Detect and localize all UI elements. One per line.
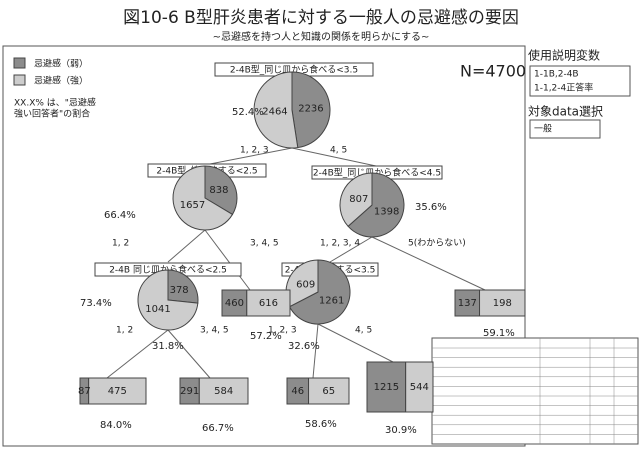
side-var: 1-1,2-4正答率 [534,82,593,94]
leaf-strong-value: 584 [214,386,233,397]
leaf-weak [366,361,407,413]
pie-strong-value: 1657 [180,200,205,211]
node-percent: 52.4% [232,107,264,118]
branch-label: 1, 2 [112,239,129,249]
pie-strong-value: 2464 [262,106,287,117]
frame [2,45,526,447]
branch-label: 1, 2 [116,326,133,336]
leaf-strong-value: 475 [108,386,127,397]
leaf-strong [198,377,249,405]
note: XX.X% は、"忌避感 [14,97,96,109]
side-box [529,65,631,97]
side-var: 1-1B,2-4B [534,70,579,80]
leaf-percent: 30.9% [385,425,417,436]
node-label: 2-4B型_同じ皿から食べる<4.5 [313,167,441,179]
node-percent: 32.6% [288,341,320,352]
leaf-strong [479,289,526,317]
pie-strong-value: 807 [349,194,368,205]
edge [317,323,394,363]
leaf-weak-value: 87 [78,386,91,397]
branch-label: 5(わからない) [408,238,466,249]
title: 図10-6 B型肝炎患者に対する一般人の忌避感の要因 [123,8,519,28]
pie-weak-value: 378 [170,285,189,296]
leaf-percent: 58.6% [305,419,337,430]
pie-strong [253,71,299,149]
edge [329,236,373,263]
leaf-strong [405,361,434,413]
pie-strong [339,172,373,228]
pie-weak-value: 838 [209,185,228,196]
pie-strong [137,269,199,331]
node-percent: 73.4% [80,298,112,309]
pie-weak [288,259,351,325]
leaf-percent: 59.1% [483,328,515,339]
leaf-strong-value: 544 [410,382,429,393]
pie-weak [167,269,199,304]
legend-label: 忌避感（強） [34,75,88,87]
edge [209,147,293,165]
legend-swatch [13,74,26,86]
leaf-percent: 57.2% [250,331,282,342]
leaf-percent: 66.7% [202,423,234,434]
subtitle: ~忌避感を持つ人と知識の関係を明らかにする~ [213,30,430,43]
branch-label: 1, 2, 3 [240,146,269,156]
pie-strong-value: 1041 [145,304,170,315]
pie-weak-value: 2236 [298,104,323,115]
leaf-weak-value: 291 [180,386,199,397]
legend-label: 忌避感（弱） [34,58,88,70]
pie-weak [347,172,405,238]
edge [312,323,319,379]
leaf-strong-value: 198 [493,298,512,309]
leaf-strong [246,289,291,317]
edge [167,229,206,263]
leaf-weak-value: 1215 [374,382,399,393]
pie-strong [172,165,234,231]
mini-table [431,337,639,445]
node-label: 2-4B型_同じ皿から食べる<3.5 [230,64,358,76]
branch-label: 3, 4, 5 [200,326,229,336]
leaf-strong [88,377,147,405]
branch-label: 4, 5 [330,146,347,156]
leaf-weak-value: 137 [458,298,477,309]
side-title: 対象data選択 [528,105,603,119]
n-label: N=4700 [460,62,526,81]
side-data: 一般 [534,123,552,135]
pie-weak-value: 1261 [319,295,344,306]
leaf-weak-value: 460 [225,298,244,309]
pie-weak-value: 1398 [374,207,399,218]
edge [167,329,211,379]
pie-weak [291,71,331,149]
pie-strong-value: 609 [296,280,315,291]
edge [204,229,251,291]
branch-label: 3, 4, 5 [250,239,279,249]
edge [106,329,169,379]
leaf-weak [221,289,248,317]
node-percent: 35.6% [415,202,447,213]
node-percent: 66.4% [104,210,136,221]
leaf-strong-value: 65 [322,386,335,397]
edge [371,236,486,291]
side-title: 使用説明変数 [528,48,600,63]
leaf-percent: 84.0% [100,420,132,431]
edge [291,147,377,167]
leaf-weak-value: 46 [291,386,304,397]
node-extra: 31.8% [152,341,184,352]
note: 強い回答者"の割合 [14,108,90,120]
leaf-strong [308,377,350,405]
branch-label: 1, 2, 3, 4 [320,239,360,249]
legend-swatch [13,57,26,69]
branch-label: 4, 5 [355,326,372,336]
branch-label: 1, 2, 3 [268,326,297,336]
side-box [529,119,601,139]
leaf-strong-value: 616 [259,298,278,309]
